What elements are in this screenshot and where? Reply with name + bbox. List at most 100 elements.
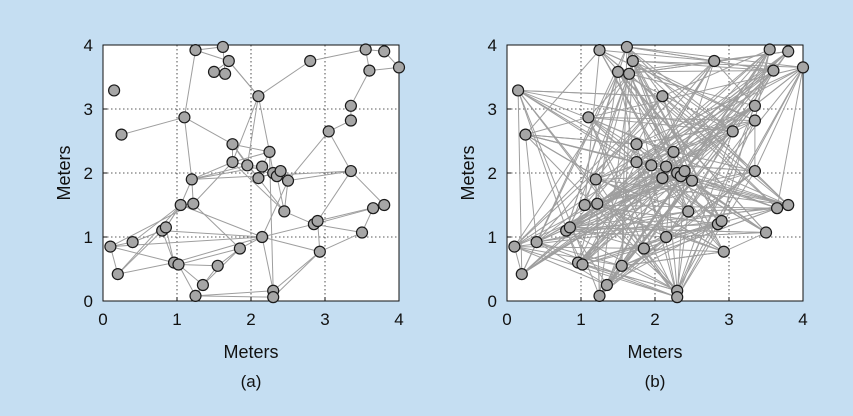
node-point xyxy=(278,205,291,218)
edge xyxy=(665,131,734,238)
panel-b-nodes xyxy=(508,40,810,304)
node-point xyxy=(311,214,324,228)
node-point xyxy=(511,84,525,97)
edge xyxy=(621,251,724,267)
edge xyxy=(313,223,363,234)
node-point xyxy=(591,197,604,210)
edge xyxy=(183,117,193,180)
panel-b-xlabel: Meters xyxy=(627,342,682,362)
node-point xyxy=(708,54,721,68)
node-point xyxy=(159,221,172,234)
node-point xyxy=(767,64,780,77)
node-point xyxy=(759,226,773,239)
edge xyxy=(588,116,733,132)
y-tick-label: 0 xyxy=(488,292,497,311)
node-point xyxy=(226,156,239,169)
node-point xyxy=(715,214,728,228)
node-point xyxy=(344,114,357,127)
panel-b-tick-labels: 0 1 2 3 4 0 1 2 3 4 xyxy=(488,36,808,329)
edge xyxy=(514,60,715,247)
node-point xyxy=(104,240,117,253)
node-point xyxy=(344,164,357,178)
node-point xyxy=(656,172,669,185)
node-point xyxy=(263,145,276,158)
node-point xyxy=(172,258,185,271)
panel-a-ylabel: Meters xyxy=(54,145,74,200)
edge xyxy=(258,177,285,212)
edge xyxy=(195,295,274,298)
edge xyxy=(566,170,756,232)
edge xyxy=(261,236,320,253)
node-point xyxy=(216,40,229,54)
edge xyxy=(599,170,686,297)
edge xyxy=(599,49,689,212)
edge xyxy=(228,60,259,97)
node-point xyxy=(322,125,335,138)
edge xyxy=(599,49,715,62)
edge xyxy=(192,161,233,205)
node-point xyxy=(656,90,669,103)
edge xyxy=(617,71,767,233)
edge xyxy=(261,180,289,238)
panel-a-tick-labels: 0 1 2 3 4 0 1 2 3 4 xyxy=(84,36,404,329)
edge xyxy=(636,49,771,163)
node-point xyxy=(226,138,239,151)
edge xyxy=(121,116,185,136)
edge xyxy=(536,241,678,298)
node-point xyxy=(174,198,187,212)
node-point xyxy=(682,205,695,218)
edge xyxy=(183,50,196,118)
node-point xyxy=(355,226,369,239)
node-point xyxy=(615,259,628,272)
panel-b: 0 1 2 3 4 0 1 2 3 4 Meters Meters (b) xyxy=(458,36,810,391)
node-point xyxy=(211,259,224,272)
edge xyxy=(180,204,263,238)
node-point xyxy=(726,125,739,138)
edge xyxy=(521,105,756,275)
edge xyxy=(754,67,804,172)
node-point xyxy=(578,198,591,212)
panel-a: 0 1 2 3 4 0 1 2 3 4 Meters Meters (a) xyxy=(54,36,406,391)
node-point xyxy=(189,289,202,302)
edge xyxy=(514,130,733,248)
edge xyxy=(665,120,756,238)
edge xyxy=(597,203,724,253)
edge xyxy=(713,60,756,107)
edge xyxy=(310,48,366,62)
node-point xyxy=(685,174,699,187)
node-point xyxy=(519,128,532,141)
edge xyxy=(632,60,789,206)
edge xyxy=(195,290,274,297)
node-point xyxy=(563,221,577,234)
edge xyxy=(525,49,600,135)
node-point xyxy=(530,236,543,249)
edge xyxy=(569,226,767,234)
edge xyxy=(514,175,682,248)
edge xyxy=(517,90,678,298)
node-point xyxy=(600,278,614,292)
edge xyxy=(714,50,789,62)
edge xyxy=(626,46,678,298)
node-point xyxy=(611,65,625,78)
edge xyxy=(313,207,374,225)
edge xyxy=(606,170,756,286)
y-tick-label: 2 xyxy=(84,164,93,183)
edge xyxy=(287,170,351,182)
x-tick-label: 3 xyxy=(724,310,733,329)
edge xyxy=(628,73,778,209)
node-point xyxy=(178,111,191,124)
edge xyxy=(517,90,645,249)
node-point xyxy=(645,159,658,172)
y-tick-label: 4 xyxy=(84,36,93,55)
x-tick-label: 4 xyxy=(798,310,807,329)
node-point xyxy=(576,258,589,271)
edge xyxy=(317,170,352,222)
node-point xyxy=(189,44,202,57)
edge xyxy=(577,180,693,264)
node-point xyxy=(378,198,391,212)
node-point xyxy=(115,128,128,141)
edge xyxy=(676,223,719,298)
edge xyxy=(584,204,678,292)
node-point xyxy=(630,156,643,169)
